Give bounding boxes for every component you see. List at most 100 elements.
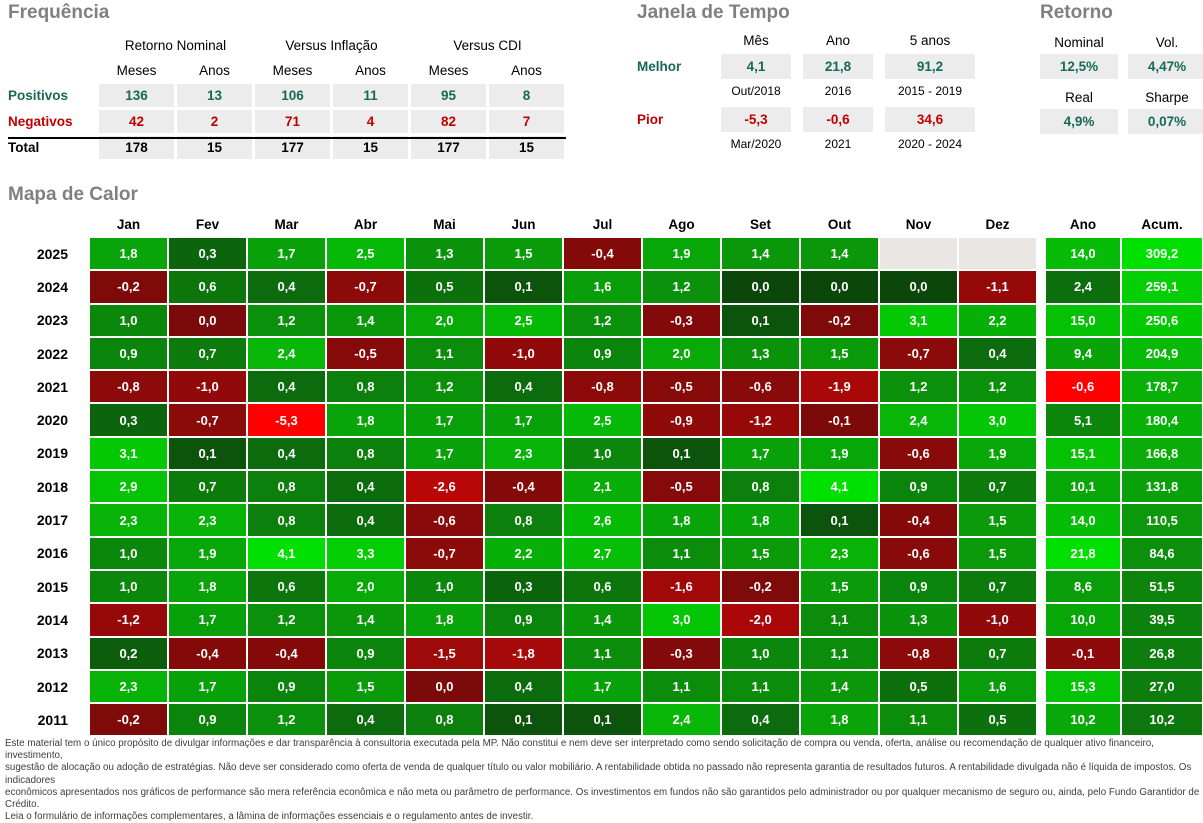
heatmap-cell: 1,1 xyxy=(643,537,720,569)
tw-value-cell: 34,6 xyxy=(885,107,975,132)
frequency-value-cell: 178 xyxy=(99,136,174,159)
heatmap-cell: 2,3 xyxy=(169,504,246,536)
heatmap-spacer xyxy=(1038,404,1044,435)
heatmap-title: Mapa de Calor xyxy=(8,184,138,205)
heatmap-cell: 0,4 xyxy=(327,704,404,736)
heatmap-cell: 1,2 xyxy=(564,304,641,336)
heatmap-month-header: Out xyxy=(827,216,852,232)
heatmap-month-header: Mar xyxy=(274,216,299,232)
heatmap-month-header: Jul xyxy=(592,216,613,232)
heatmap-corner xyxy=(8,212,88,236)
heatmap-spacer xyxy=(1038,538,1044,569)
heatmap-accumulated-cell: 27,0 xyxy=(1122,670,1202,703)
heatmap-cell: 1,1 xyxy=(880,704,957,736)
returns-value-cell: 4,9% xyxy=(1040,109,1118,134)
heatmap-year-label: 2024 xyxy=(36,278,68,295)
heatmap-cell: 0,4 xyxy=(722,704,799,736)
frequency-table: Retorno Nominal Versus Inflação Versus CDI… xyxy=(8,32,564,159)
frequency-value-cell: 11 xyxy=(333,84,408,107)
heatmap-cell: -0,4 xyxy=(169,637,246,669)
heatmap-year-total-cell: 9,4 xyxy=(1046,337,1120,370)
heatmap-spacer xyxy=(1038,212,1044,236)
heatmap-cell: 0,8 xyxy=(327,437,404,470)
heatmap-cell: 1,1 xyxy=(801,637,878,669)
heatmap-year-total-cell: -0,6 xyxy=(1046,371,1120,403)
heatmap-cell: 0,9 xyxy=(485,604,562,636)
heatmap-cell: 0,1 xyxy=(485,271,562,303)
returns-table: Nominal Vol. 12,5% 4,47% Real Sharpe 4,9% 0,07% xyxy=(1040,30,1203,134)
heatmap-year-label: 2023 xyxy=(36,312,68,329)
heatmap-cell: 1,7 xyxy=(169,604,246,636)
disclaimer-line: econômicos apresentados nos gráficos de … xyxy=(5,786,1200,811)
tw-value-cell: 91,2 xyxy=(885,54,975,79)
heatmap-year-total-cell: 15,3 xyxy=(1046,670,1120,703)
frequency-value-cell: 42 xyxy=(99,110,174,133)
heatmap-cell: 1,5 xyxy=(959,537,1036,569)
heatmap-accumulated-cell: 110,5 xyxy=(1122,504,1202,536)
heatmap-cell: -0,4 xyxy=(248,637,325,669)
heatmap-cell: 2,5 xyxy=(485,304,562,336)
heatmap-cell: 0,8 xyxy=(248,504,325,536)
heatmap-month-header: Fev xyxy=(195,216,220,232)
frequency-value-cell: 13 xyxy=(177,84,252,107)
heatmap-cell: 1,7 xyxy=(722,437,799,470)
frequency-col-header: Anos xyxy=(511,62,542,78)
heatmap-year-label: 2017 xyxy=(36,512,68,529)
heatmap-cell: 2,0 xyxy=(643,337,720,370)
heatmap-accumulated-cell: 309,2 xyxy=(1122,238,1202,270)
heatmap-cell: 1,7 xyxy=(564,670,641,703)
heatmap-year-total-cell: 15,0 xyxy=(1046,304,1120,336)
tw-value-cell: -0,6 xyxy=(803,107,873,132)
heatmap-cell: -0,4 xyxy=(564,238,641,270)
heatmap-spacer xyxy=(1038,371,1044,402)
heatmap-cell: 2,5 xyxy=(327,238,404,270)
heatmap-month-header: Set xyxy=(749,216,771,232)
heatmap-cell: -1,2 xyxy=(722,404,799,436)
heatmap-cell: 0,1 xyxy=(801,504,878,536)
heatmap-cell: 1,2 xyxy=(248,604,325,636)
heatmap-year-total-cell: 10,0 xyxy=(1046,604,1120,636)
tw-value-cell: -5,3 xyxy=(721,107,791,132)
heatmap-cell: 1,0 xyxy=(90,304,167,336)
heatmap-month-header: Mai xyxy=(433,216,456,232)
time-window-table: Mês Ano 5 anos Melhor 4,1 21,8 91,2 Out/2018 201… xyxy=(637,30,975,156)
heatmap-year-label: 2013 xyxy=(36,645,68,662)
tw-col-header: Mês xyxy=(743,32,769,48)
heatmap-year-label: 2025 xyxy=(36,245,68,262)
heatmap-cell: -0,7 xyxy=(406,537,483,569)
heatmap-spacer xyxy=(1038,638,1044,669)
heatmap-cell: 1,1 xyxy=(643,670,720,703)
heatmap-cell: 1,2 xyxy=(406,371,483,403)
heatmap-cell: 1,3 xyxy=(406,238,483,270)
tw-period-label: 2016 xyxy=(824,84,852,98)
heatmap-year-label: 2021 xyxy=(36,378,68,395)
heatmap-cell: 0,4 xyxy=(327,504,404,536)
heatmap-cell: -2,6 xyxy=(406,471,483,503)
heatmap-cell: 1,0 xyxy=(564,437,641,470)
heatmap-cell: -0,8 xyxy=(880,637,957,669)
heatmap-empty-cell xyxy=(880,238,957,270)
heatmap-accumulated-cell: 39,5 xyxy=(1122,604,1202,636)
heatmap-month-header: Jan xyxy=(116,216,141,232)
heatmap-cell: 1,6 xyxy=(564,271,641,303)
heatmap-accumulated-cell: 250,6 xyxy=(1122,304,1202,336)
heatmap-cell: 1,2 xyxy=(959,371,1036,403)
heatmap-cell: 0,9 xyxy=(880,471,957,503)
frequency-row-label: Total xyxy=(8,140,40,155)
heatmap-cell: -0,2 xyxy=(801,304,878,336)
heatmap-cell: 3,1 xyxy=(90,437,167,470)
heatmap-cell: 1,9 xyxy=(801,437,878,470)
time-window-title: Janela de Tempo xyxy=(637,2,790,23)
heatmap-cell: 1,1 xyxy=(406,337,483,370)
frequency-value-cell: 15 xyxy=(333,136,408,159)
returns-value-cell: 12,5% xyxy=(1040,54,1118,79)
heatmap-year-total-cell: 14,0 xyxy=(1046,504,1120,536)
heatmap-cell: 0,6 xyxy=(564,570,641,603)
heatmap-cell: 0,3 xyxy=(169,238,246,270)
heatmap-cell: 0,9 xyxy=(169,704,246,736)
heatmap-cell: 2,0 xyxy=(406,304,483,336)
heatmap-cell: 1,5 xyxy=(485,238,562,270)
heatmap-accumulated-cell: 51,5 xyxy=(1122,570,1202,603)
heatmap-cell: -0,2 xyxy=(722,570,799,603)
heatmap-cell: 0,6 xyxy=(248,570,325,603)
